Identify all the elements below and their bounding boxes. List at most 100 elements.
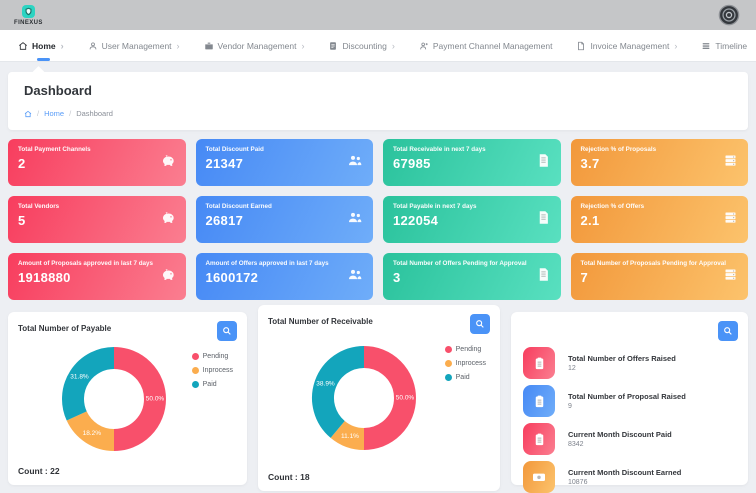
- header-notch: [32, 66, 45, 79]
- file-invoice-icon: [536, 267, 551, 287]
- user-icon: [89, 41, 96, 49]
- summary-item-month-discount-paid: Current Month Discount Paid 8342: [523, 423, 738, 455]
- receivable-chart-card: Total Number of Receivable 50.0% 11.1% 38.…: [258, 305, 500, 491]
- chart-legend: Pending Inprocess Paid: [444, 346, 486, 381]
- chart-title: Total Number of Receivable: [268, 317, 373, 326]
- stat-card-grid: Total Payment Channels 2 Total Discount …: [8, 139, 748, 300]
- page-content: Dashboard / Home / Dashboard Total Payme…: [0, 66, 756, 493]
- file-invoice-icon: [536, 210, 551, 230]
- file-icon: [578, 41, 585, 50]
- nav-item-home[interactable]: Home ›: [18, 41, 64, 51]
- breadcrumb-separator: /: [69, 109, 72, 118]
- app-logo[interactable]: FINEXUS: [14, 4, 43, 26]
- nav-label: Invoice Management: [590, 40, 670, 51]
- stat-title: Amount of Proposals approved in last 7 d…: [18, 260, 154, 267]
- list-bars-icon: [703, 42, 710, 49]
- nav-item-vendor-management[interactable]: Vendor Management ›: [204, 40, 305, 51]
- nav-label: Payment Channel Management: [432, 40, 553, 51]
- stat-card-offers-approved: Amount of Offers approved in last 7 days…: [195, 253, 373, 300]
- summary-title: Total Number of Offers Raised: [568, 354, 676, 363]
- stat-title: Total Discount Earned: [205, 203, 272, 210]
- piggy-bank-icon: [160, 209, 176, 230]
- summary-item-proposal-raised: Total Number of Proposal Raised 9: [523, 385, 738, 417]
- legend-label: Inprocess: [202, 367, 233, 374]
- chart-zoom-button[interactable]: [217, 321, 237, 341]
- breadcrumb: / Home / Dashboard: [24, 109, 732, 118]
- main-nav: Home › User Management › Vendor Manageme…: [0, 30, 756, 62]
- stat-title: Total Number of Offers Pending for Appro…: [393, 260, 527, 267]
- clipboard-icon: [523, 385, 555, 417]
- server-list-icon: [723, 267, 738, 287]
- nav-label: Home: [32, 40, 56, 51]
- stat-value: 2: [18, 156, 26, 171]
- stat-value: 7: [580, 270, 589, 285]
- stat-card-offers-pending: Total Number of Offers Pending for Appro…: [383, 253, 561, 300]
- legend-item-pending[interactable]: Pending: [191, 353, 233, 360]
- file-invoice-icon: [536, 153, 551, 173]
- stat-value: 3: [393, 270, 401, 285]
- nav-item-discounting[interactable]: Discounting ›: [328, 41, 395, 51]
- active-nav-underline: [37, 58, 50, 61]
- svg-text:31.8%: 31.8%: [70, 374, 89, 381]
- receivable-donut-chart[interactable]: 50.0% 11.1% 38.9%: [310, 344, 418, 452]
- nav-label: Timeline: [715, 40, 748, 51]
- summary-list: Total Number of Offers Raised 12 Total N…: [521, 347, 738, 493]
- breadcrumb-home-icon[interactable]: [24, 110, 32, 118]
- nav-item-timeline[interactable]: Timeline: [701, 41, 747, 51]
- chevron-right-icon: ›: [674, 40, 678, 51]
- summary-zoom-button[interactable]: [718, 321, 738, 341]
- stat-value: 2.1: [580, 213, 600, 228]
- concentric-badge-icon: [718, 4, 740, 26]
- legend-label: Pending: [202, 353, 229, 360]
- briefcase-icon: [204, 42, 213, 49]
- breadcrumb-current: Dashboard: [76, 109, 113, 118]
- legend-item-inprocess[interactable]: Inprocess: [444, 360, 486, 367]
- magnifier-icon: [724, 327, 732, 335]
- count-label: Count : 22: [18, 466, 60, 476]
- svg-text:38.9%: 38.9%: [316, 381, 335, 388]
- stat-title: Total Payable in next 7 days: [393, 203, 477, 210]
- logo-text: FINEXUS: [14, 19, 43, 26]
- summary-title: Current Month Discount Paid: [568, 430, 672, 439]
- legend-item-inprocess[interactable]: Inprocess: [191, 367, 233, 374]
- magnifier-icon: [476, 320, 484, 328]
- legend-item-paid[interactable]: Paid: [444, 374, 486, 381]
- breadcrumb-separator: /: [37, 109, 40, 118]
- stat-value: 3.7: [580, 156, 600, 171]
- summary-value: 12: [568, 365, 576, 372]
- ledger-icon: [330, 41, 337, 50]
- legend-item-pending[interactable]: Pending: [444, 346, 486, 353]
- svg-text:50.0%: 50.0%: [396, 395, 415, 402]
- stat-card-rejection-pct-proposals: Rejection % of Proposals 3.7: [570, 139, 748, 186]
- stat-card-total-receivable: Total Receivable in next 7 days 67985: [383, 139, 561, 186]
- stat-value: 67985: [393, 156, 431, 171]
- server-list-icon: [723, 153, 738, 173]
- stat-title: Rejection % of Proposals: [580, 146, 657, 153]
- stat-title: Total Vendors: [18, 203, 60, 210]
- stat-value: 21347: [205, 156, 244, 171]
- legend-dot: [191, 381, 199, 388]
- chart-zoom-button[interactable]: [470, 314, 490, 334]
- stat-card-proposals-approved: Amount of Proposals approved in last 7 d…: [8, 253, 186, 300]
- stat-card-total-discount-earned: Total Discount Earned 26817: [195, 196, 373, 243]
- profile-avatar[interactable]: [718, 4, 740, 26]
- legend-label: Paid: [202, 381, 217, 388]
- users-icon: [347, 152, 363, 173]
- home-icon: [18, 41, 28, 50]
- breadcrumb-home-link[interactable]: Home: [44, 109, 65, 118]
- chevron-right-icon: ›: [301, 40, 305, 51]
- chart-zone: 50.0% 11.1% 38.9% Pending Inprocess Pai: [268, 334, 490, 450]
- nav-item-payment-channel-management[interactable]: Payment Channel Management: [419, 40, 553, 51]
- nav-label: Vendor Management: [217, 40, 297, 51]
- legend-item-paid[interactable]: Paid: [191, 381, 233, 388]
- chevron-right-icon: ›: [176, 40, 180, 51]
- nav-item-invoice-management[interactable]: Invoice Management ›: [576, 41, 677, 51]
- stat-card-total-payment-channels: Total Payment Channels 2: [8, 139, 186, 186]
- nav-item-user-management[interactable]: User Management ›: [88, 41, 180, 51]
- legend-dot: [444, 374, 452, 381]
- stat-value: 122054: [393, 213, 439, 228]
- stat-title: Total Payment Channels: [18, 146, 91, 153]
- payable-donut-chart[interactable]: 50.0% 18.2% 31.8%: [60, 345, 168, 453]
- chart-title: Total Number of Payable: [18, 324, 112, 333]
